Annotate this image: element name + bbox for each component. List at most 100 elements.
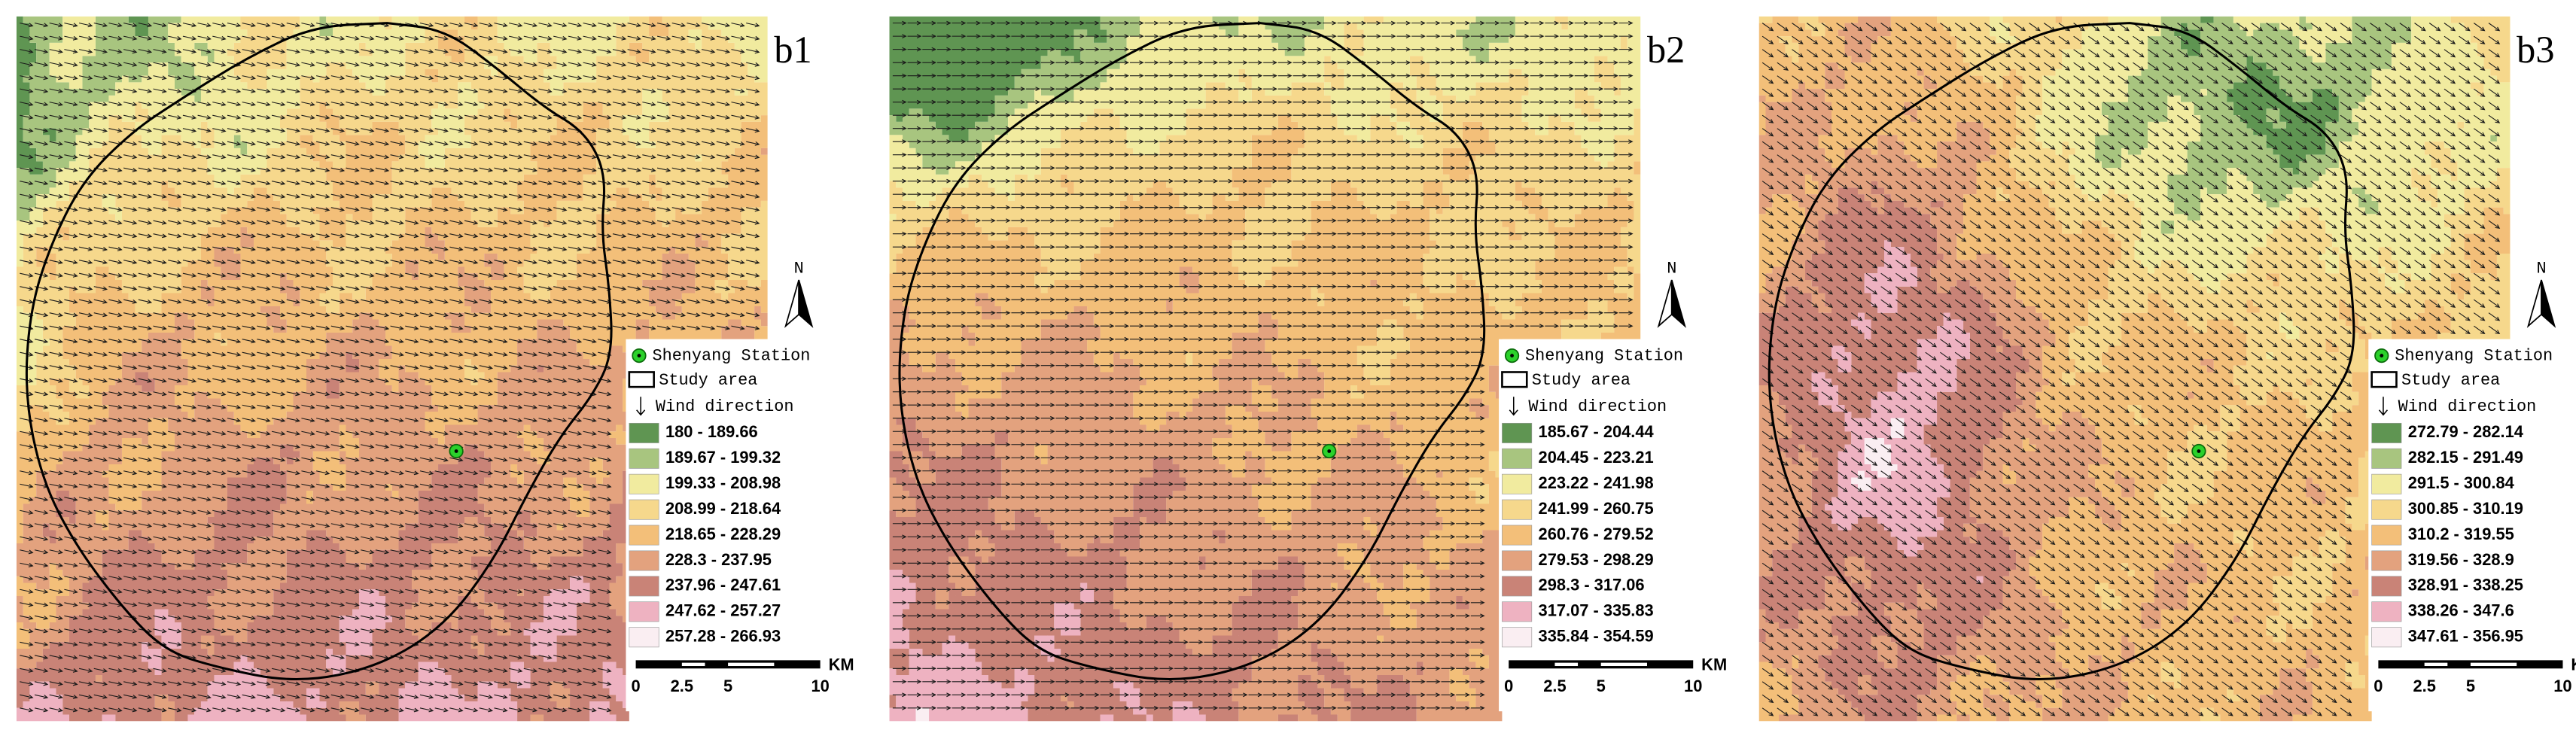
scale-bar-white bbox=[681, 662, 705, 667]
legend-swatch bbox=[629, 576, 659, 597]
legend-swatch bbox=[2371, 627, 2402, 648]
legend-study-area-icon bbox=[1501, 371, 1528, 388]
legend-class-label: 335.84 - 354.59 bbox=[1539, 627, 1654, 646]
legend-swatch bbox=[1502, 627, 1533, 648]
north-label: N bbox=[1667, 259, 1676, 278]
map-panel: b1 N Shenyang Station Study area Wind direct… bbox=[16, 16, 873, 722]
legend-swatch bbox=[2371, 576, 2402, 597]
panel-label: b1 bbox=[774, 29, 811, 71]
station-marker-center bbox=[454, 449, 458, 453]
raster-class bbox=[915, 707, 930, 722]
legend-class-label: 208.99 - 218.64 bbox=[665, 499, 781, 518]
scale-bar-tick: 2.5 bbox=[2413, 677, 2435, 695]
scale-bar-tick: 2.5 bbox=[1543, 677, 1566, 695]
legend-class-label: 257.28 - 266.93 bbox=[665, 627, 781, 646]
panel-label: b2 bbox=[1647, 29, 1685, 71]
raster-class bbox=[889, 16, 1515, 175]
north-arrow-left bbox=[784, 279, 800, 328]
raster-class bbox=[16, 16, 768, 432]
study-area-outline bbox=[898, 22, 1486, 681]
legend-class-label: 185.67 - 204.44 bbox=[1539, 422, 1655, 441]
legend-swatch bbox=[629, 627, 659, 648]
legend-class-label: 199.33 - 208.98 bbox=[665, 473, 781, 492]
raster-class bbox=[16, 16, 768, 385]
legend-wind-icon bbox=[636, 397, 646, 416]
scale-bar-white bbox=[728, 662, 775, 667]
legend-class-label: 317.07 - 335.83 bbox=[1539, 601, 1654, 620]
north-arrow-right bbox=[1670, 279, 1686, 328]
north-label: N bbox=[2536, 259, 2546, 278]
legend-station-dot bbox=[637, 354, 641, 357]
scale-bar-tick: 5 bbox=[723, 677, 732, 695]
legend-wind: Wind direction bbox=[1528, 397, 1667, 416]
wind-arrows bbox=[892, 20, 1634, 710]
legend-station: Shenyang Station bbox=[1525, 346, 1683, 365]
legend-class-label: 347.61 - 356.95 bbox=[2408, 627, 2523, 646]
scale-bar-tick: 10 bbox=[1684, 677, 1702, 695]
raster-class bbox=[2095, 16, 2497, 234]
map-panel: b3 N Shenyang Station Study area Wind direct… bbox=[1758, 16, 2576, 722]
scale-bar-white bbox=[1554, 662, 1579, 667]
legend-class-label: 204.45 - 223.21 bbox=[1539, 448, 1654, 467]
legend-class-label: 260.76 - 279.52 bbox=[1539, 525, 1654, 543]
wind-arrows bbox=[1761, 23, 2501, 716]
north-arrow-left bbox=[2526, 279, 2542, 328]
legend-wind: Wind direction bbox=[656, 397, 794, 416]
legend-swatch bbox=[1502, 601, 1533, 622]
panel-label: b3 bbox=[2517, 29, 2554, 71]
legend-class-label: 223.22 - 241.98 bbox=[1539, 473, 1654, 492]
raster-class bbox=[1758, 16, 2511, 722]
raster-class bbox=[889, 16, 1107, 142]
legend-class-label: 218.65 - 228.29 bbox=[665, 525, 781, 543]
legend-class-label: 237.96 - 247.61 bbox=[665, 576, 781, 595]
legend-class-label: 282.15 - 291.49 bbox=[2408, 448, 2523, 467]
scale-bar-tick: 0 bbox=[1504, 677, 1513, 695]
north-arrow-right bbox=[2541, 279, 2556, 328]
legend-swatch bbox=[629, 473, 659, 494]
raster-class bbox=[16, 576, 629, 722]
legend-class-label: 228.3 - 237.95 bbox=[665, 550, 772, 569]
legend-swatch bbox=[629, 550, 659, 571]
scale-bar-unit: KM bbox=[829, 655, 854, 674]
raster-class bbox=[889, 266, 1503, 722]
legend-swatch bbox=[2371, 499, 2402, 520]
legend-swatch bbox=[2371, 448, 2402, 469]
legend-station: Shenyang Station bbox=[2395, 346, 2553, 365]
wind-arrows bbox=[20, 23, 760, 713]
legend-background bbox=[626, 339, 873, 712]
raster-class bbox=[1758, 16, 2511, 722]
station-marker-center bbox=[1327, 449, 1332, 453]
scale-bar-tick: 10 bbox=[811, 677, 829, 695]
legend-class-label: 319.56 - 328.9 bbox=[2408, 550, 2514, 569]
raster-class bbox=[2174, 16, 2339, 175]
legend-swatch bbox=[629, 448, 659, 469]
legend-station-dot bbox=[1510, 354, 1514, 357]
study-area-outline bbox=[1768, 22, 2355, 681]
legend-class-label: 241.99 - 260.75 bbox=[1539, 499, 1654, 518]
north-arrow-right bbox=[798, 279, 814, 328]
legend-class-label: 300.85 - 310.19 bbox=[2408, 499, 2523, 518]
legend-swatch bbox=[2371, 422, 2402, 443]
legend-station: Shenyang Station bbox=[652, 346, 810, 365]
legend-wind-icon bbox=[1509, 397, 1518, 416]
legend-background bbox=[1499, 339, 1746, 712]
legend-swatch bbox=[629, 601, 659, 622]
legend-class-label: 272.79 - 282.14 bbox=[2408, 422, 2524, 441]
raster-class bbox=[889, 16, 1641, 221]
legend-study-area: Study area bbox=[1532, 371, 1631, 390]
legend-class-label: 328.91 - 338.25 bbox=[2408, 576, 2523, 595]
legend-class-label: 298.3 - 317.06 bbox=[1539, 576, 1645, 595]
scale-bar-tick: 2.5 bbox=[671, 677, 693, 695]
north-arrow-left bbox=[1657, 279, 1673, 328]
raster-class bbox=[16, 16, 333, 221]
legend-wind: Wind direction bbox=[2398, 397, 2537, 416]
legend-study-area: Study area bbox=[2401, 371, 2500, 390]
legend-swatch bbox=[1502, 422, 1533, 443]
legend-class-label: 180 - 189.66 bbox=[665, 422, 758, 441]
legend-swatch bbox=[1502, 473, 1533, 494]
raster-class bbox=[16, 16, 768, 649]
legend-study-area-icon bbox=[628, 371, 655, 388]
legend-swatch bbox=[1502, 448, 1533, 469]
legend-class-label: 310.2 - 319.55 bbox=[2408, 525, 2514, 543]
